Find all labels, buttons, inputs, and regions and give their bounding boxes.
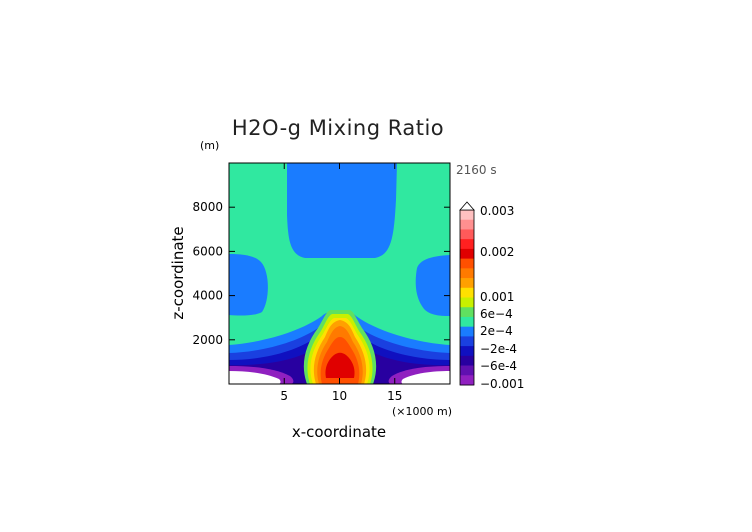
contour-left-blue — [229, 254, 268, 316]
colorbar-label: −6e-4 — [480, 359, 517, 373]
x-axis-unit: (×1000 m) — [392, 405, 452, 418]
colorbar-swatch — [460, 229, 474, 240]
contour-left-white — [229, 371, 281, 384]
y-tick-label: 8000 — [192, 200, 223, 214]
colorbar-swatch — [460, 365, 474, 376]
time-label: 2160 s — [456, 163, 497, 177]
x-tick-label: 10 — [332, 389, 347, 403]
x-axis-label: x-coordinate — [292, 423, 386, 441]
colorbar-swatch — [460, 355, 474, 366]
colorbar-label: −2e-4 — [480, 342, 517, 356]
x-tick-label: 5 — [280, 389, 288, 403]
colorbar-swatch — [460, 375, 474, 386]
colorbar: 0.003 0.002 0.001 6e−4 2e−4 −2e-4 −6e-4 −0.001 — [459, 201, 524, 391]
colorbar-swatch — [460, 239, 474, 250]
colorbar-swatch — [460, 297, 474, 308]
colorbar-swatch — [460, 258, 474, 269]
x-axis-ticks: 5 10 15 — [280, 163, 402, 403]
colorbar-extend-arrow — [459, 201, 475, 211]
contour-right-blue — [415, 255, 450, 316]
colorbar-label: 2e−4 — [480, 324, 513, 338]
colorbar-swatch — [460, 316, 474, 328]
contour-plume-darkred — [325, 352, 355, 378]
colorbar-swatch — [460, 219, 474, 230]
x-tick-label: 15 — [387, 389, 402, 403]
colorbar-swatch — [460, 268, 474, 279]
colorbar-swatch — [460, 248, 474, 260]
y-axis-unit: (m) — [200, 139, 219, 152]
chart-title: H2O-g Mixing Ratio — [232, 116, 444, 140]
colorbar-swatch — [460, 326, 474, 337]
contour-field — [229, 163, 450, 384]
y-tick-label: 2000 — [192, 333, 223, 347]
colorbar-label: −0.001 — [480, 377, 524, 391]
colorbar-swatch — [460, 336, 474, 347]
contour-upper-center-blue — [287, 163, 397, 258]
colorbar-swatch — [460, 287, 474, 298]
y-tick-label: 6000 — [192, 244, 223, 258]
colorbar-swatch — [460, 210, 474, 221]
colorbar-label: 6e−4 — [480, 307, 513, 321]
colorbar-swatch — [460, 307, 474, 318]
colorbar-swatch — [460, 346, 474, 357]
colorbar-label: 0.001 — [480, 290, 514, 304]
y-axis-ticks: 2000 4000 6000 8000 — [192, 200, 450, 347]
colorbar-label: 0.002 — [480, 245, 514, 259]
contour-right-white — [401, 371, 450, 384]
y-tick-label: 4000 — [192, 289, 223, 303]
y-axis-label: z-coordinate — [169, 226, 187, 319]
colorbar-swatch — [460, 278, 474, 289]
colorbar-label: 0.003 — [480, 204, 514, 218]
